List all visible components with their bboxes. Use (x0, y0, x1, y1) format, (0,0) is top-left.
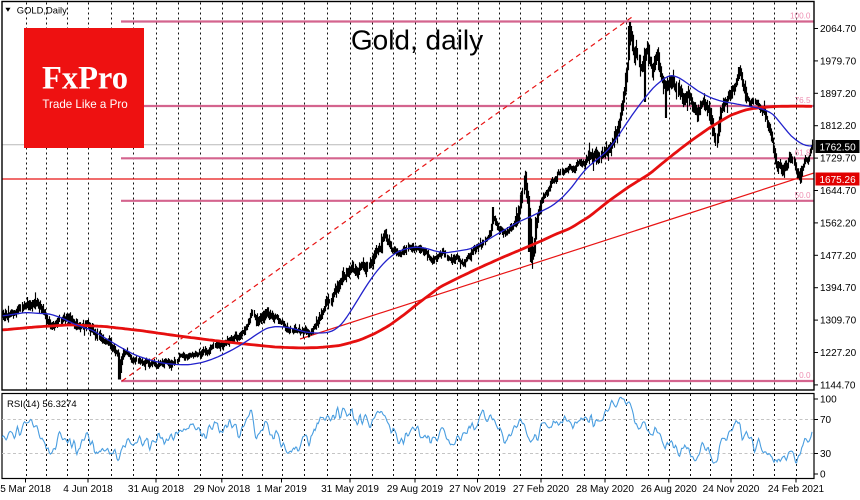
svg-text:1144.70: 1144.70 (820, 380, 856, 391)
svg-text:27 Nov 2019: 27 Nov 2019 (449, 484, 506, 495)
svg-text:1762.50: 1762.50 (820, 142, 857, 153)
svg-text:29 Aug 2019: 29 Aug 2019 (387, 484, 444, 495)
svg-text:1477.20: 1477.20 (820, 251, 857, 262)
svg-text:50.0: 50.0 (795, 191, 811, 200)
svg-text:1227.20: 1227.20 (820, 348, 857, 359)
svg-text:29 Nov 2018: 29 Nov 2018 (193, 484, 250, 495)
svg-text:0.0: 0.0 (799, 371, 811, 380)
svg-text:76.5: 76.5 (795, 96, 811, 105)
svg-text:30: 30 (820, 449, 832, 460)
svg-text:24 Feb 2021: 24 Feb 2021 (768, 484, 825, 495)
svg-text:1729.70: 1729.70 (820, 154, 857, 165)
svg-text:100.0: 100.0 (790, 12, 811, 21)
svg-text:1644.70: 1644.70 (820, 186, 857, 197)
svg-text:GOLD,Daily: GOLD,Daily (17, 4, 67, 15)
svg-text:1 Mar 2019: 1 Mar 2019 (256, 484, 307, 495)
svg-text:RSI(14) 56.3274: RSI(14) 56.3274 (7, 399, 77, 410)
svg-text:31 May 2019: 31 May 2019 (321, 484, 379, 495)
svg-text:1897.20: 1897.20 (820, 89, 857, 100)
svg-text:4 Jun 2018: 4 Jun 2018 (63, 484, 113, 495)
svg-text:1812.20: 1812.20 (820, 121, 857, 132)
svg-text:27 Feb 2020: 27 Feb 2020 (513, 484, 570, 495)
svg-text:1979.70: 1979.70 (820, 56, 857, 67)
svg-text:2064.70: 2064.70 (820, 24, 857, 35)
svg-text:31 Aug 2018: 31 Aug 2018 (128, 484, 185, 495)
svg-text:1309.70: 1309.70 (820, 316, 857, 327)
svg-text:24 Nov 2020: 24 Nov 2020 (703, 484, 760, 495)
svg-text:26 Aug 2020: 26 Aug 2020 (641, 484, 698, 495)
svg-text:Trade Like a Pro: Trade Like a Pro (42, 98, 127, 111)
svg-text:Gold, daily: Gold, daily (351, 25, 483, 56)
svg-text:70: 70 (820, 415, 832, 426)
svg-text:1394.70: 1394.70 (820, 283, 857, 294)
svg-text:5 Mar 2018: 5 Mar 2018 (0, 484, 51, 495)
svg-text:28 May 2020: 28 May 2020 (576, 484, 634, 495)
svg-text:0: 0 (820, 470, 826, 481)
svg-text:FxPro: FxPro (42, 61, 128, 97)
svg-text:100: 100 (820, 395, 837, 406)
svg-text:1675.26: 1675.26 (820, 175, 857, 186)
svg-text:1562.20: 1562.20 (820, 218, 857, 229)
svg-text:61.8: 61.8 (795, 149, 811, 158)
